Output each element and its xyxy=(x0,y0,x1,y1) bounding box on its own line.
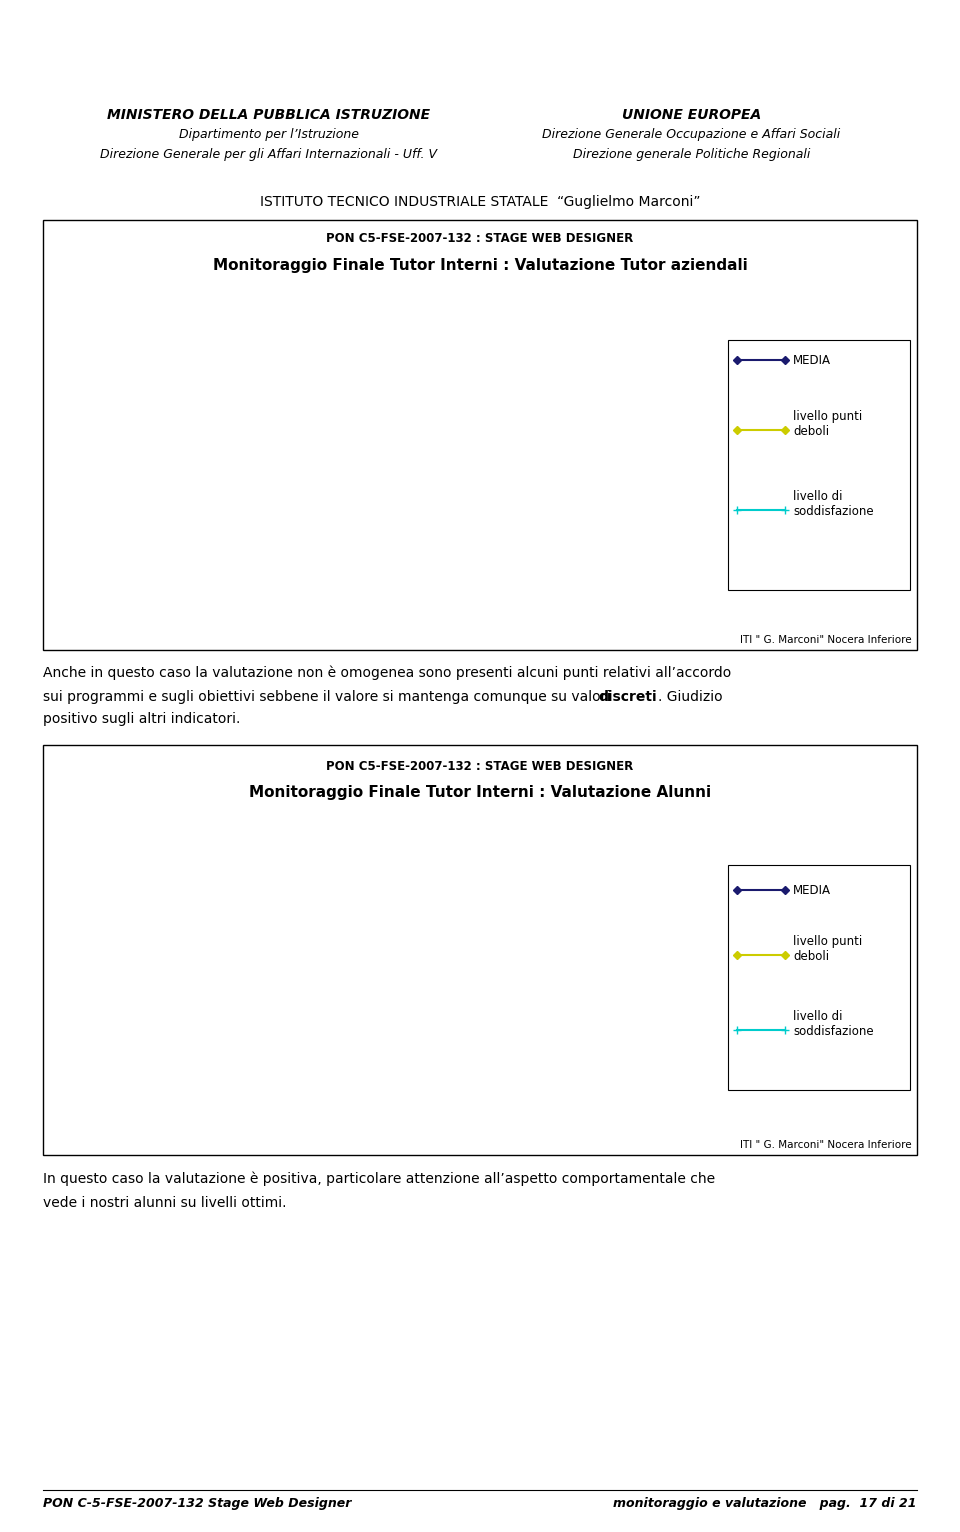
Text: . Giudizio: . Giudizio xyxy=(658,689,722,705)
Text: Dipartimento per l’Istruzione: Dipartimento per l’Istruzione xyxy=(179,129,359,141)
Text: Monitoraggio Finale Tutor Interni : Valutazione Alunni: Monitoraggio Finale Tutor Interni : Valu… xyxy=(249,784,711,800)
Text: In questo caso la valutazione è positiva, particolare attenzione all’aspetto com: In questo caso la valutazione è positiva… xyxy=(43,1172,715,1186)
Text: Monitoraggio Finale Tutor Interni : Valutazione Tutor aziendali: Monitoraggio Finale Tutor Interni : Valu… xyxy=(212,257,748,273)
Text: MEDIA: MEDIA xyxy=(793,884,831,896)
Text: monitoraggio e valutazione   pag.  17 di 21: monitoraggio e valutazione pag. 17 di 21 xyxy=(613,1497,917,1511)
Text: sui programmi e sugli obiettivi sebbene il valore si mantenga comunque su valori: sui programmi e sugli obiettivi sebbene … xyxy=(43,689,614,705)
Text: PON C5-FSE-2007-132 : STAGE WEB DESIGNER: PON C5-FSE-2007-132 : STAGE WEB DESIGNER xyxy=(326,231,634,245)
Text: MEDIA: MEDIA xyxy=(793,354,831,366)
Text: Anche in questo caso la valutazione non è omogenea sono presenti alcuni punti re: Anche in questo caso la valutazione non … xyxy=(43,666,732,680)
Text: ISTITUTO TECNICO INDUSTRIALE STATALE  “Guglielmo Marconi”: ISTITUTO TECNICO INDUSTRIALE STATALE “Gu… xyxy=(260,195,700,208)
Text: Direzione Generale per gli Affari Internazionali - Uff. V: Direzione Generale per gli Affari Intern… xyxy=(100,149,438,161)
Text: PON C-5-FSE-2007-132 Stage Web Designer: PON C-5-FSE-2007-132 Stage Web Designer xyxy=(43,1497,351,1511)
Text: Direzione generale Politiche Regionali: Direzione generale Politiche Regionali xyxy=(572,149,810,161)
Text: PON C5-FSE-2007-132 : STAGE WEB DESIGNER: PON C5-FSE-2007-132 : STAGE WEB DESIGNER xyxy=(326,760,634,774)
Text: UNIONE EUROPEA: UNIONE EUROPEA xyxy=(621,107,761,123)
Text: livello di
soddisfazione: livello di soddisfazione xyxy=(793,1010,874,1037)
Text: positivo sugli altri indicatori.: positivo sugli altri indicatori. xyxy=(43,712,241,726)
Text: discreti: discreti xyxy=(598,689,657,705)
Text: MINISTERO DELLA PUBBLICA ISTRUZIONE: MINISTERO DELLA PUBBLICA ISTRUZIONE xyxy=(108,107,430,123)
Text: Direzione Generale Occupazione e Affari Sociali: Direzione Generale Occupazione e Affari … xyxy=(542,129,840,141)
Text: livello di
soddisfazione: livello di soddisfazione xyxy=(793,490,874,518)
Text: ITI " G. Marconi" Nocera Inferiore: ITI " G. Marconi" Nocera Inferiore xyxy=(740,1140,912,1151)
Text: vede i nostri alunni su livelli ottimi.: vede i nostri alunni su livelli ottimi. xyxy=(43,1196,287,1210)
Text: livello punti
deboli: livello punti deboli xyxy=(793,935,862,964)
Text: livello punti
deboli: livello punti deboli xyxy=(793,411,862,438)
Text: ITI " G. Marconi" Nocera Inferiore: ITI " G. Marconi" Nocera Inferiore xyxy=(740,634,912,645)
